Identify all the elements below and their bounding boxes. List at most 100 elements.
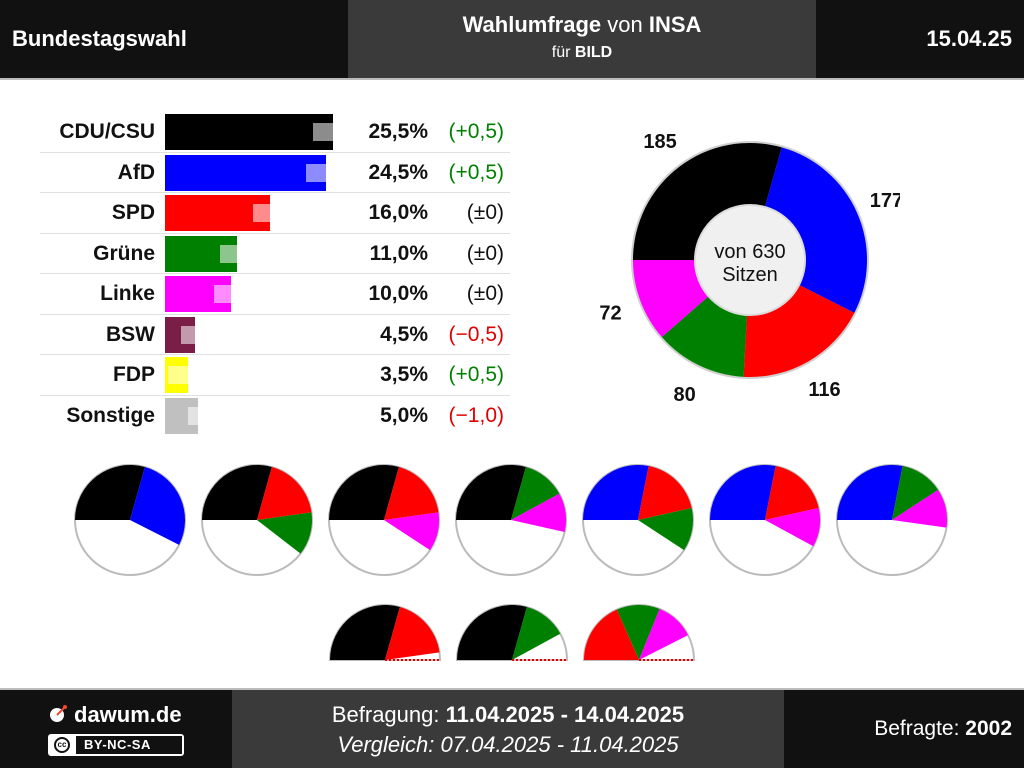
coalition-segment: [385, 607, 440, 660]
value-label: 3,5%: [380, 363, 428, 386]
party-label: AfD: [117, 160, 155, 184]
previous-value-marker: [167, 366, 202, 384]
coalition-chart: [709, 464, 821, 576]
coalition-segment: [511, 493, 566, 532]
seat-label: 80: [674, 384, 696, 406]
bar-row: Sonstige 5,0% (−1,0): [40, 396, 510, 437]
coalition-segment: [512, 607, 561, 660]
value-label: 16,0%: [368, 201, 428, 224]
change-label: (+0,5): [448, 160, 504, 184]
coalition-segment: [765, 466, 819, 520]
previous-value-marker: [312, 123, 347, 141]
previous-value-marker: [187, 406, 222, 425]
coalition-chart: [582, 604, 696, 661]
coalition-segment: [257, 467, 312, 520]
coalition-chart: [582, 464, 694, 576]
survey-period: Befragung: 11.04.2025 - 14.04.2025: [232, 702, 784, 728]
party-bar-chart: CDU/CSU 25,5% (+0,5) AfD 24,5% (+0,5) SPD 16,0%…: [40, 112, 510, 436]
coalition-chart: [328, 604, 442, 661]
party-label: Sonstige: [66, 403, 155, 427]
party-label: Grüne: [93, 241, 155, 265]
election-name: Bundestagswahl: [12, 26, 187, 51]
bar-row: AfD 24,5% (+0,5): [40, 153, 510, 193]
seat-label: 116: [808, 379, 840, 401]
coalition-segment: [639, 609, 689, 660]
institute-name: INSA: [648, 12, 702, 37]
value-label: 24,5%: [368, 160, 428, 184]
footer-brand: dawum.de cc BY-NC-SA: [0, 690, 232, 768]
coalition-chart: [455, 464, 567, 576]
party-label: Linke: [100, 282, 155, 305]
coalition-chart: [455, 604, 569, 661]
donut-hole: [694, 204, 806, 316]
change-label: (±0): [466, 282, 504, 305]
poll-client: für BILD: [348, 44, 816, 62]
coalition-segment: [457, 605, 527, 660]
coalition-segment: [329, 465, 399, 520]
respondents: Befragte: 2002: [874, 690, 1012, 768]
coalition-charts: [74, 464, 948, 661]
bar-row: Linke 10,0% (±0): [40, 274, 510, 315]
coalition-segment: [384, 512, 439, 551]
survey-range: 11.04.2025 - 14.04.2025: [445, 702, 685, 727]
footer-survey-info: Befragung: 11.04.2025 - 14.04.2025 Vergl…: [232, 690, 784, 768]
previous-value-marker: [180, 325, 215, 344]
donut-center-label: von 630: [714, 241, 785, 263]
coalition-segment: [638, 466, 692, 520]
coalition-segment: [330, 605, 400, 660]
value-label: 10,0%: [368, 282, 428, 305]
coalition-segment: [710, 465, 776, 520]
change-label: (±0): [466, 201, 504, 224]
cc-icon: cc: [54, 737, 70, 753]
footer: dawum.de cc BY-NC-SA Befragung: 11.04.20…: [0, 688, 1024, 768]
bar-row: Grüne 11,0% (±0): [40, 234, 510, 274]
poll-title: Wahlumfrage von INSA: [348, 12, 816, 38]
bar: [165, 154, 327, 191]
respondents-prefix: Befragte:: [874, 717, 966, 740]
poll-title-word: Wahlumfrage: [462, 12, 602, 37]
coalition-chart: [201, 464, 313, 576]
value-label: 5,0%: [380, 403, 428, 427]
coalition-segment: [583, 465, 649, 520]
header: Bundestagswahl Wahlumfrage von INSA für …: [0, 0, 1024, 80]
change-label: (−1,0): [448, 403, 504, 427]
coalition-segment: [384, 467, 439, 520]
site-name[interactable]: dawum.de: [74, 702, 182, 727]
party-label: FDP: [113, 363, 155, 386]
license-badge[interactable]: cc BY-NC-SA: [48, 734, 184, 756]
party-label: CDU/CSU: [59, 120, 155, 143]
license-badge-bg: [76, 736, 182, 754]
client-name: BILD: [574, 44, 613, 61]
previous-value-marker: [220, 244, 255, 263]
survey-prefix: Befragung:: [331, 702, 446, 727]
coalition-segment: [892, 489, 947, 528]
compare-period: Vergleich: 07.04.2025 - 11.04.2025: [337, 732, 679, 757]
bar: [165, 114, 333, 150]
donut-center-label: Sitzen: [722, 264, 778, 286]
header-title-box: Wahlumfrage von INSA für BILD: [348, 0, 816, 78]
coalition-segment: [616, 605, 660, 660]
coalition-segment: [75, 465, 145, 520]
change-label: (+0,5): [448, 120, 504, 143]
coalition-segment: [837, 465, 903, 520]
coalition-segment: [511, 467, 560, 520]
coalition-segment: [638, 508, 693, 551]
bar: [165, 195, 271, 231]
publish-date: 15.04.25: [926, 26, 1012, 51]
party-label: SPD: [111, 201, 155, 224]
previous-value-marker: [253, 204, 288, 222]
coalition-segment: [584, 609, 639, 660]
change-label: (−0,5): [448, 322, 504, 346]
bar-row: BSW 4,5% (−0,5): [40, 315, 510, 355]
client-prefix: für: [551, 44, 575, 61]
coalition-segment: [130, 467, 185, 545]
seat-label: 177: [870, 190, 900, 212]
bar-row: CDU/CSU 25,5% (+0,5): [40, 112, 510, 153]
poll-title-connector: von: [601, 12, 649, 37]
coalition-segment: [456, 465, 526, 520]
value-label: 25,5%: [368, 120, 428, 143]
seat-label: 185: [643, 131, 676, 153]
coalition-segment: [257, 512, 312, 554]
license-text: BY-NC-SA: [84, 737, 151, 752]
